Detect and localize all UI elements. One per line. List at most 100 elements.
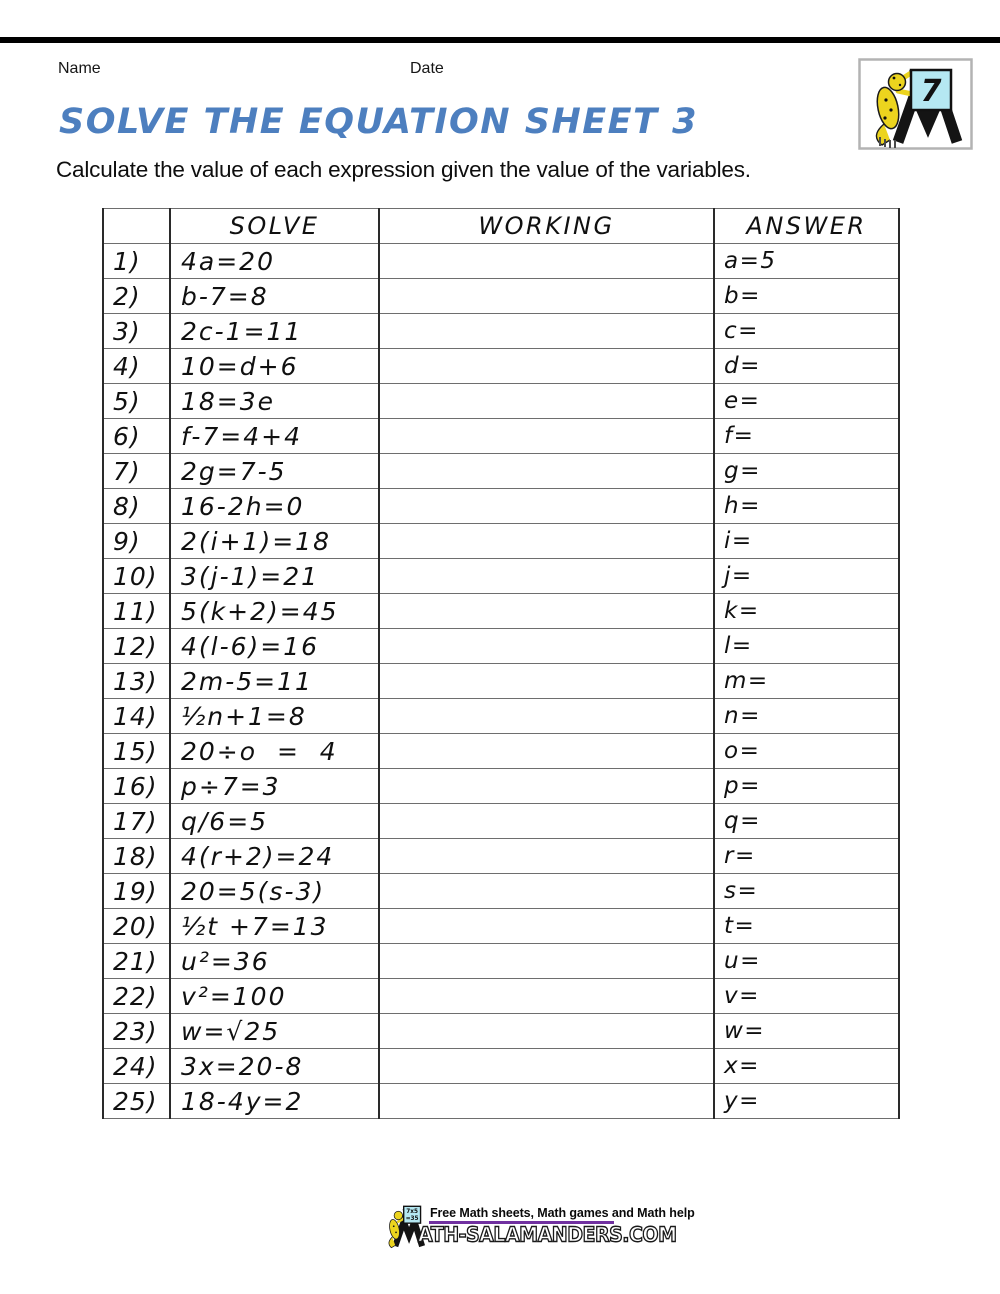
solve-cell: w=√25 [169, 1013, 380, 1049]
table-row: 5) 18=3e e= [102, 383, 900, 419]
solve-cell: 20÷o = 4 [169, 733, 380, 769]
row-number-cell: 19) [102, 873, 171, 909]
row-number-cell: 12) [102, 628, 171, 664]
table-row: 8) 16-2h=0 h= [102, 488, 900, 524]
footer-site-name: ATH-SALAMANDERS.COM [417, 1222, 677, 1247]
solve-cell: p÷7=3 [169, 768, 380, 804]
answer-cell: w= [713, 1013, 900, 1049]
table-row: 11) 5(k+2)=45 k= [102, 593, 900, 629]
row-number-cell: 13) [102, 663, 171, 699]
working-cell [378, 523, 715, 559]
answer-cell: j= [713, 558, 900, 594]
solve-cell: 3x=20-8 [169, 1048, 380, 1084]
column-header-working: WORKING [378, 208, 715, 244]
answer-cell: k= [713, 593, 900, 629]
working-cell [378, 453, 715, 489]
answer-cell: n= [713, 698, 900, 734]
answer-cell: r= [713, 838, 900, 874]
row-number-cell: 10) [102, 558, 171, 594]
page-title: SOLVE THE EQUATION SHEET 3 [59, 102, 698, 142]
row-number-cell: 15) [102, 733, 171, 769]
salamander-arm [396, 1217, 406, 1223]
answer-cell: p= [713, 768, 900, 804]
table-row: 20) ½t +7=13 t= [102, 908, 900, 944]
row-number-cell: 18) [102, 838, 171, 874]
solve-cell: 2c-1=11 [169, 313, 380, 349]
footer-underline [429, 1221, 614, 1224]
m-letter-icon [392, 1212, 426, 1248]
salamander-tail [388, 1236, 396, 1249]
table-row: 19) 20=5(s-3) s= [102, 873, 900, 909]
working-cell [378, 768, 715, 804]
solve-cell: ½t +7=13 [169, 908, 380, 944]
spot [392, 1225, 395, 1228]
spot [884, 98, 888, 102]
table-row: 6) f-7=4+4 f= [102, 418, 900, 454]
instruction-text: Calculate the value of each expression g… [56, 157, 751, 182]
row-number-cell: 22) [102, 978, 171, 1014]
working-cell [378, 593, 715, 629]
working-cell [378, 628, 715, 664]
name-label: Name [58, 60, 101, 77]
solve-cell: q/6=5 [169, 803, 380, 839]
answer-cell: q= [713, 803, 900, 839]
row-number-cell: 4) [102, 348, 171, 384]
footer-salamander-logo: 7x5 =35 [388, 1205, 426, 1249]
column-header-answer: ANSWER [713, 208, 900, 244]
solve-cell: u²=36 [169, 943, 380, 979]
spot [889, 108, 893, 112]
answer-cell: o= [713, 733, 900, 769]
solve-cell: 4(r+2)=24 [169, 838, 380, 874]
salamander-body [876, 86, 900, 130]
table-row: 18) 4(r+2)=24 r= [102, 838, 900, 874]
solve-cell: 2(i+1)=18 [169, 523, 380, 559]
spot [395, 1231, 397, 1234]
solve-cell: b-7=8 [169, 278, 380, 314]
answer-cell: u= [713, 943, 900, 979]
working-cell [378, 278, 715, 314]
table-row: 24) 3x=20-8 x= [102, 1048, 900, 1084]
working-cell [378, 803, 715, 839]
answer-cell: s= [713, 873, 900, 909]
salamander-head [887, 72, 907, 92]
row-number-cell: 21) [102, 943, 171, 979]
solve-cell: 4(l-6)=16 [169, 628, 380, 664]
row-number-cell: 1) [102, 243, 171, 279]
answer-cell: c= [713, 313, 900, 349]
solve-cell: 18=3e [169, 383, 380, 419]
answer-cell: h= [713, 488, 900, 524]
table-row: 10) 3(j-1)=21 j= [102, 558, 900, 594]
row-number-cell: 17) [102, 803, 171, 839]
row-number-cell: 25) [102, 1083, 171, 1119]
solve-cell: 2g=7-5 [169, 453, 380, 489]
column-header-solve: SOLVE [169, 208, 380, 244]
working-cell [378, 838, 715, 874]
answer-cell: t= [713, 908, 900, 944]
footer-tagline: Free Math sheets, Math games and Math he… [430, 1206, 695, 1220]
solve-cell: 16-2h=0 [169, 488, 380, 524]
salamander-eye [898, 83, 902, 87]
salamander-head [393, 1210, 403, 1221]
working-cell [378, 558, 715, 594]
answer-cell: x= [713, 1048, 900, 1084]
answer-cell: g= [713, 453, 900, 489]
table-row: 3) 2c-1=11 c= [102, 313, 900, 349]
row-number-cell: 8) [102, 488, 171, 524]
answer-cell: i= [713, 523, 900, 559]
table-row: 7) 2g=7-5 g= [102, 453, 900, 489]
table-row: 13) 2m-5=11 m= [102, 663, 900, 699]
answer-cell: l= [713, 628, 900, 664]
table-row: 15) 20÷o = 4 o= [102, 733, 900, 769]
working-cell [378, 698, 715, 734]
sign-text-top: 7x5 [406, 1209, 418, 1215]
date-label: Date [410, 60, 444, 77]
solve-cell: ½n+1=8 [169, 698, 380, 734]
sign-text-bottom: =35 [406, 1216, 419, 1222]
salamander-gills [879, 137, 896, 148]
working-cell [378, 1013, 715, 1049]
salamander-sheet-logo: 7 [858, 58, 973, 150]
working-cell [378, 873, 715, 909]
row-number-cell: 23) [102, 1013, 171, 1049]
table-row: 16) p÷7=3 p= [102, 768, 900, 804]
